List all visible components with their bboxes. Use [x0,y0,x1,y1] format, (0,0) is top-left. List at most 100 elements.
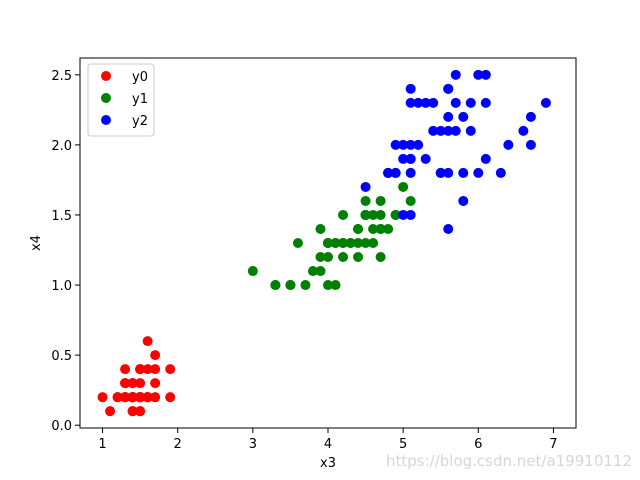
data-point-y0-22 [97,392,108,403]
data-point-y1-43 [270,280,281,291]
data-point-y2-33 [405,209,416,220]
x-tick-label-3: 4 [324,437,332,452]
y-tick-label-0: 0.0 [51,419,72,434]
data-point-y1-30 [307,266,318,277]
x-tick-label-4: 5 [399,437,407,452]
data-point-y2-45 [413,97,424,108]
data-point-y2-7 [495,167,506,178]
data-point-y2-21 [390,139,401,150]
data-point-y2-43 [465,97,476,108]
data-point-y2-11 [420,153,431,164]
legend-label-y2: y2 [132,114,148,129]
data-point-y2-49 [405,167,416,178]
data-point-y2-42 [405,153,416,164]
data-point-y2-40 [443,83,454,94]
data-point-y0-24 [165,392,176,403]
x-tick-label-6: 7 [549,437,557,452]
y-tick-label-1: 0.5 [51,349,72,364]
data-point-y2-9 [480,69,491,80]
data-point-y1-33 [405,195,416,206]
data-point-y1-13 [375,223,386,234]
y-tick-label-2: 1.0 [51,279,72,294]
data-point-y2-8 [458,167,469,178]
data-point-y1-36 [375,209,386,220]
data-point-y1-47 [345,238,356,248]
data-point-y0-41 [120,378,131,389]
data-point-y2-30 [480,153,491,164]
data-point-y0-16 [120,364,131,375]
data-point-y0-18 [150,378,161,389]
data-point-y2-38 [383,167,394,178]
data-point-y1-25 [353,223,364,234]
data-point-y0-46 [142,392,153,403]
data-point-y2-25 [473,167,484,178]
data-point-y0-5 [150,364,161,375]
data-point-y2-5 [518,125,529,136]
legend: y0 y1 y2 [87,63,155,137]
data-point-y1-32 [315,252,326,263]
data-point-y2-6 [360,181,371,192]
data-point-y2-28 [443,125,454,136]
data-point-y1-31 [300,280,311,291]
data-point-y1-19 [315,266,326,277]
data-point-y2-4 [458,111,469,122]
data-point-y1-11 [338,209,349,220]
data-point-y2-37 [435,167,446,178]
data-point-y0-13 [105,406,116,417]
data-point-y2-13 [398,139,409,150]
data-point-y2-19 [398,209,409,220]
data-point-y0-48 [135,392,146,403]
data-point-y1-9 [315,223,326,234]
data-point-y0-45 [127,378,138,389]
data-point-y0-35 [112,392,123,403]
data-point-y0-44 [165,364,176,375]
data-point-y1-40 [353,252,364,263]
data-point-y1-27 [398,181,409,192]
data-point-y2-3 [443,167,454,178]
legend-label-y0: y0 [132,70,148,85]
data-point-y2-15 [420,97,431,108]
data-point-y1-4 [368,209,379,220]
x-axis-label: x3 [320,456,336,471]
data-point-y2-12 [435,125,446,136]
data-point-y2-22 [525,139,536,150]
data-point-y2-47 [413,139,424,150]
data-point-y1-22 [390,209,401,220]
data-point-y2-18 [540,97,551,108]
data-point-y2-27 [390,167,401,178]
data-point-y2-41 [405,97,416,108]
data-point-y2-39 [428,125,439,136]
data-point-y1-45 [338,252,349,263]
y-tick-label-5: 2.5 [51,69,72,84]
data-point-y0-42 [120,392,131,403]
data-point-y1-46 [338,238,349,248]
y-tick-label-4: 2.0 [51,139,72,154]
axis-ticks: 1 2 3 4 5 6 7 0.0 0.5 1.0 1.5 2.0 2.5 [51,69,557,452]
data-point-y2-48 [428,97,439,108]
data-point-y1-5 [360,238,371,248]
data-point-y2-14 [405,83,416,94]
data-point-y1-35 [360,195,371,206]
data-point-y1-37 [353,238,364,248]
data-point-y0-19 [135,378,146,389]
data-point-y0-32 [135,406,146,417]
data-point-y1-8 [368,238,379,248]
legend-marker-y1 [101,93,111,103]
data-point-y0-31 [135,364,146,375]
data-point-y1-17 [330,280,341,291]
data-point-y1-34 [360,209,371,220]
data-point-y1-41 [368,223,379,234]
x-tick-label-2: 3 [249,437,257,452]
data-point-y2-20 [450,97,461,108]
legend-marker-y0 [101,71,111,81]
data-point-y0-26 [142,364,153,375]
data-point-y1-26 [383,223,394,234]
data-point-y1-39 [323,238,333,248]
data-point-y2-44 [450,69,461,80]
data-point-y1-14 [292,238,303,248]
data-point-y2-31 [503,139,514,150]
x-tick-label-0: 1 [98,437,106,452]
data-point-y0-37 [127,406,138,417]
data-point-y2-0 [473,69,484,80]
